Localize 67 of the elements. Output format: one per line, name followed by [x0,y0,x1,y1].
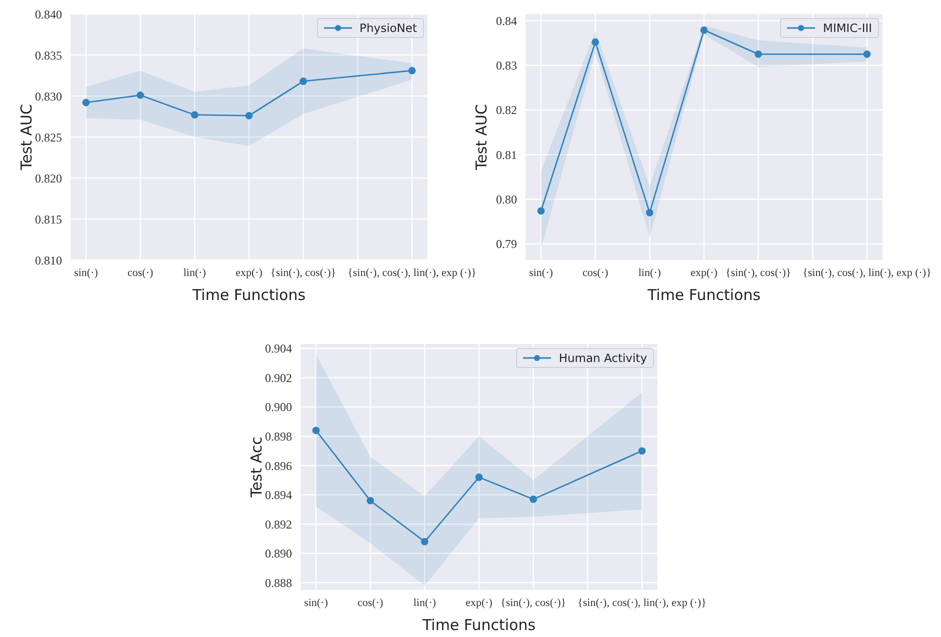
y-tick-label: 0.902 [265,370,292,385]
y-tick-label: 0.83 [496,58,517,73]
point [863,50,871,58]
y-tick-label: 0.81 [496,148,517,162]
y-tick-label: 0.80 [496,192,517,207]
point [366,496,374,504]
x-tick-label: sin(·) [304,596,328,609]
y-tick-label: 0.82 [496,103,517,118]
x-tick-label: cos(·) [128,266,154,279]
y-axis-title: Test AUC [17,104,36,172]
y-axis-title: Test AUC [472,104,490,172]
x-tick-label: exp(·) [690,266,718,279]
point [408,66,416,74]
x-axis-title: Time Functions [421,616,536,634]
point [82,98,90,106]
x-tick-label: sin(·) [529,266,554,279]
x-tick-label: lin(·) [638,266,662,279]
x-tick-label: exp(·) [466,596,493,609]
point [420,538,428,546]
y-tick-label: 0.835 [35,48,62,62]
y-tick-label: 0.815 [35,212,62,226]
point [136,91,144,99]
x-axis-title: Time Functions [646,286,761,304]
point [190,111,198,119]
y-axis-title: Test Acc [247,436,266,498]
y-tick-label: 0.820 [35,171,62,186]
point [754,50,762,58]
y-tick-label: 0.892 [265,517,292,532]
x-axis-title: Time Functions [191,286,306,304]
y-tick-label: 0.898 [265,430,292,444]
x-tick-label: {sin(·), cos(·)} [270,266,336,279]
x-tick-label: {sin(·), cos(·)} [726,266,792,279]
x-tick-label: exp(·) [236,266,263,279]
point [530,496,538,503]
x-tick-label: sin(·) [74,266,98,279]
point [700,26,708,34]
point [245,112,253,120]
point [300,78,308,85]
point [537,207,545,215]
y-tick-label: 0.79 [496,237,517,252]
x-tick-label: lin(·) [413,596,436,609]
y-tick-label: 0.825 [35,130,62,144]
point [646,208,654,216]
x-tick-label: cos(·) [582,266,608,279]
y-tick-label: 0.896 [265,458,292,473]
legend-label: MIMIC-III [823,21,872,35]
y-tick-label: 0.900 [265,400,292,414]
y-tick-label: 0.894 [265,488,292,502]
y-tick-label: 0.840 [35,7,62,22]
point [592,38,600,46]
point [312,426,320,434]
x-tick-label: {sin(·), cos(·)} [500,596,566,609]
y-tick-label: 0.890 [265,546,292,561]
point [638,447,646,455]
x-tick-label: {sin(·), cos(·), lin(·), exp (·)} [578,596,706,609]
y-tick-label: 0.84 [496,14,517,28]
y-tick-label: 0.830 [35,89,62,104]
x-tick-label: {sin(·), cos(·), lin(·), exp (·)} [802,266,932,279]
x-tick-label: cos(·) [358,596,384,609]
y-tick-label: 0.904 [265,342,292,356]
point [475,474,483,481]
y-tick-label: 0.888 [265,576,292,590]
legend-label: Human Activity [558,351,647,365]
x-tick-label: lin(·) [183,266,206,279]
legend-label: PhysioNet [360,21,417,35]
y-tick-label: 0.810 [35,253,62,268]
x-tick-label: {sin(·), cos(·), lin(·), exp (·)} [348,266,476,279]
